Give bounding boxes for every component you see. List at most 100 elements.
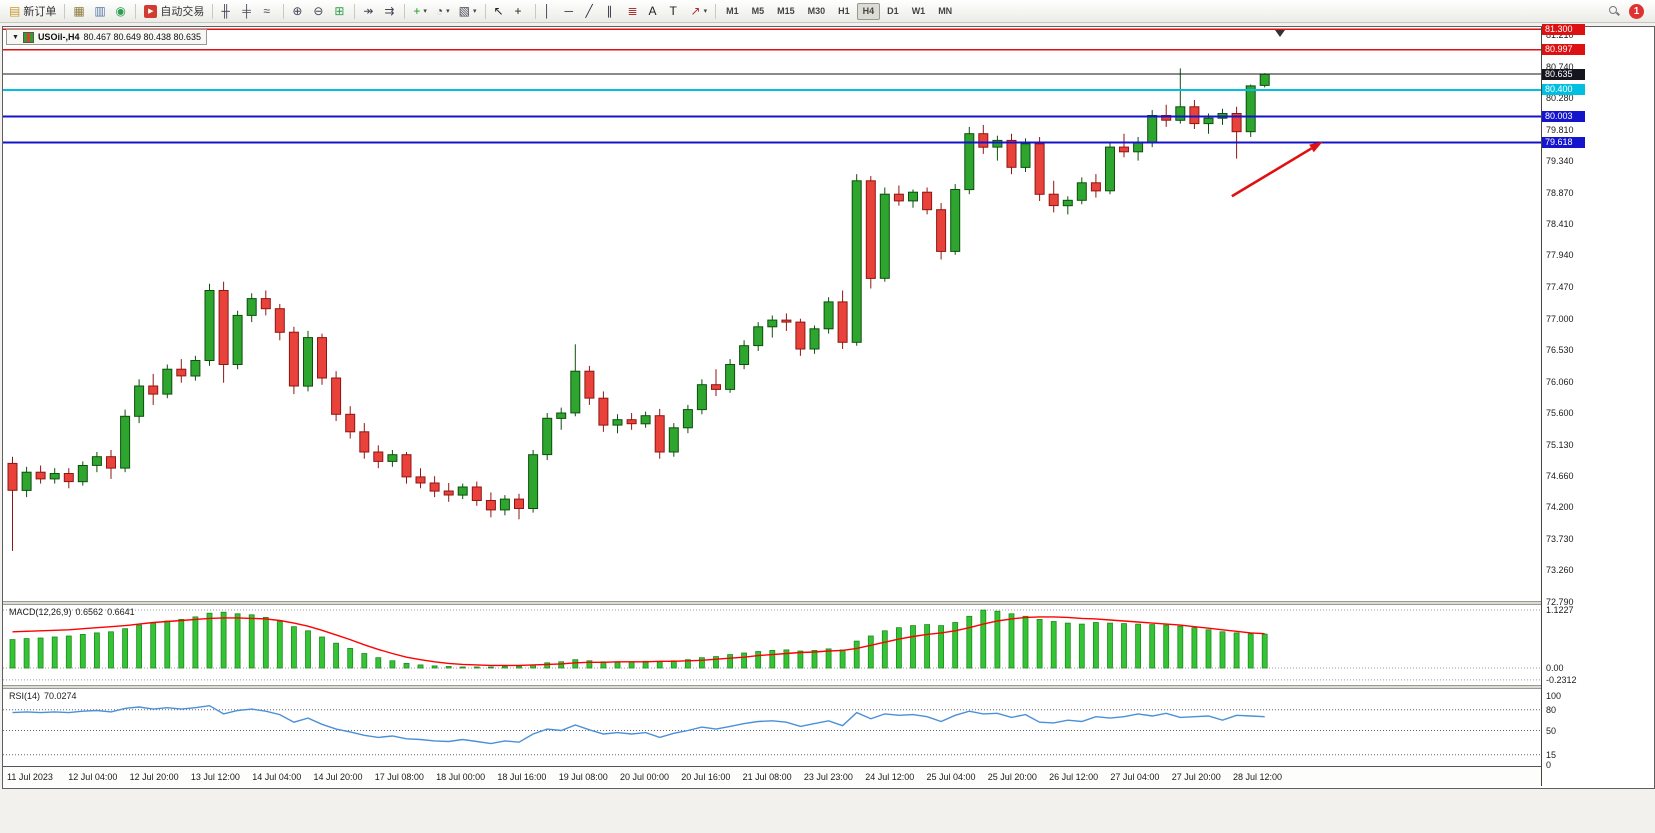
rsi-level-label: 0 bbox=[1546, 760, 1552, 770]
draw-fibonacci-button[interactable]: ≣ bbox=[624, 2, 644, 21]
candle-body bbox=[120, 415, 131, 469]
timeframe-d1-button[interactable]: D1 bbox=[887, 5, 899, 16]
timeframe-m15-button[interactable]: M15 bbox=[777, 5, 795, 16]
community-button[interactable]: ◉ bbox=[111, 2, 131, 21]
candle-body bbox=[359, 431, 370, 453]
rsi-panel-svg[interactable] bbox=[3, 689, 1541, 766]
timeframe-mn-button[interactable]: MN bbox=[938, 5, 953, 16]
time-axis-label: 28 Jul 12:00 bbox=[1233, 772, 1283, 782]
main-chart-svg[interactable] bbox=[3, 27, 1541, 601]
autotrading-button[interactable]: ▶ 自动交易 bbox=[140, 2, 208, 21]
draw-label-button[interactable]: T bbox=[666, 2, 686, 21]
tile-windows-button[interactable]: ⊞ bbox=[330, 2, 350, 21]
candle-body bbox=[106, 456, 116, 469]
price-tick-label: 78.870 bbox=[1546, 187, 1574, 198]
zoom-in-button[interactable]: ⊕ bbox=[288, 2, 308, 21]
add-indicator-button[interactable]: + ▾ bbox=[409, 2, 431, 21]
timeframe-m30-button[interactable]: M30 bbox=[807, 5, 826, 16]
cursor-button[interactable]: ↖ bbox=[490, 2, 510, 21]
candle-body bbox=[1020, 143, 1031, 168]
draw-trendline-button[interactable]: ╱ bbox=[582, 2, 602, 21]
panel-splitter[interactable] bbox=[3, 685, 1541, 689]
price-tick-label: 73.730 bbox=[1546, 533, 1574, 544]
new-order-icon: ▤ bbox=[9, 4, 21, 18]
candle-body bbox=[457, 486, 468, 496]
candle-body bbox=[218, 290, 229, 365]
candle-body bbox=[1203, 117, 1214, 125]
candle-body bbox=[514, 498, 524, 510]
time-axis[interactable]: 11 Jul 2023 12 Jul 04:00 12 Jul 20:00 13 Ju… bbox=[3, 766, 1541, 787]
timeframe-w1-button[interactable]: W1 bbox=[911, 5, 926, 16]
price-level-badge: 79.618 bbox=[1542, 137, 1585, 149]
timeframe-h4-button[interactable]: H4 bbox=[856, 2, 881, 20]
crosshair-icon: + bbox=[514, 4, 522, 18]
chart-menu-triangle-icon[interactable]: ▼ bbox=[12, 33, 19, 41]
draw-channel-button[interactable]: ∥ bbox=[603, 2, 623, 21]
chart-shift-marker[interactable] bbox=[1275, 30, 1285, 37]
zoom-out-button[interactable]: ⊖ bbox=[309, 2, 329, 21]
charts-panel-button[interactable]: ▦ bbox=[69, 2, 89, 21]
rsi-value: 70.0274 bbox=[44, 691, 77, 701]
auto-scroll-button[interactable]: ↠ bbox=[359, 2, 379, 21]
candle-body bbox=[654, 415, 665, 453]
crosshair-button[interactable]: + bbox=[511, 2, 531, 21]
data-window-button[interactable]: ▥ bbox=[90, 2, 110, 21]
candle-body bbox=[190, 360, 201, 377]
time-axis-label: 20 Jul 16:00 bbox=[681, 772, 731, 782]
candle-body bbox=[1105, 146, 1115, 192]
chart-shift-button[interactable]: ⇉ bbox=[380, 2, 400, 21]
price-level-badge: 80.003 bbox=[1542, 111, 1585, 123]
price-tick-label: 79.340 bbox=[1546, 156, 1574, 167]
candle-body bbox=[1245, 85, 1256, 133]
candle-body bbox=[1034, 143, 1045, 195]
candle-body bbox=[1147, 115, 1158, 143]
candle-body bbox=[1133, 141, 1144, 153]
timeframe-m1-button[interactable]: M1 bbox=[726, 5, 739, 16]
candle-body bbox=[612, 419, 623, 426]
candle-body bbox=[485, 500, 496, 511]
candle-body bbox=[950, 189, 961, 252]
draw-arrows-button[interactable]: ↗ ▾ bbox=[687, 2, 712, 21]
rsi-line bbox=[12, 704, 1265, 745]
candle-body bbox=[767, 319, 778, 328]
draw-horizontal-line-button[interactable]: ─ bbox=[561, 2, 581, 21]
community-icon: ◉ bbox=[115, 4, 126, 18]
candle-body bbox=[640, 415, 651, 425]
chevron-down-icon: ▾ bbox=[703, 8, 708, 15]
trend-arrow-annotation[interactable] bbox=[1231, 141, 1323, 198]
chart-type-candles-button[interactable]: ╪ bbox=[238, 2, 258, 21]
timeframe-h1-button[interactable]: H1 bbox=[838, 5, 850, 16]
data-window-icon: ▥ bbox=[94, 4, 106, 18]
candle-body bbox=[429, 482, 440, 492]
search-icon[interactable] bbox=[1608, 5, 1620, 17]
chart-type-line-button[interactable]: ≈ bbox=[259, 2, 279, 21]
price-tick-label: 77.470 bbox=[1546, 282, 1574, 293]
new-order-button[interactable]: ▤ 新订单 bbox=[5, 2, 60, 21]
price-tick-label: 80.740 bbox=[1546, 62, 1574, 73]
toolbar-separator bbox=[404, 3, 406, 19]
price-tick-label: 77.000 bbox=[1546, 313, 1574, 324]
candle-body bbox=[499, 498, 510, 511]
chart-type-bars-button[interactable]: ╫ bbox=[217, 2, 237, 21]
candle-body bbox=[303, 337, 313, 387]
time-axis-label: 18 Jul 16:00 bbox=[497, 772, 547, 782]
macd-panel-svg[interactable] bbox=[3, 605, 1541, 685]
candle-body bbox=[7, 462, 18, 491]
timeframe-m5-button[interactable]: M5 bbox=[751, 5, 765, 16]
candle-body bbox=[387, 454, 398, 462]
candle-body bbox=[260, 298, 271, 310]
price-tick-label: 75.600 bbox=[1546, 407, 1574, 418]
candle-body bbox=[978, 133, 989, 148]
panel-splitter[interactable] bbox=[3, 601, 1541, 605]
periods-button[interactable]: ◔ ▾ bbox=[432, 2, 454, 21]
notification-badge[interactable]: 1 bbox=[1629, 3, 1644, 19]
draw-vertical-line-button[interactable]: │ bbox=[540, 2, 560, 21]
price-axis[interactable]: 81.210 80.740 80.280 79.810 79.340 78.870 78.4… bbox=[1541, 23, 1654, 786]
templates-button[interactable]: ▧ ▾ bbox=[455, 2, 481, 21]
fibonacci-icon: ≣ bbox=[627, 4, 638, 18]
candle-body bbox=[1189, 106, 1200, 125]
draw-text-button[interactable]: A bbox=[645, 2, 665, 21]
candle-body bbox=[49, 473, 60, 480]
time-axis-label: 14 Jul 04:00 bbox=[252, 772, 302, 782]
time-axis-label: 25 Jul 20:00 bbox=[987, 772, 1037, 782]
